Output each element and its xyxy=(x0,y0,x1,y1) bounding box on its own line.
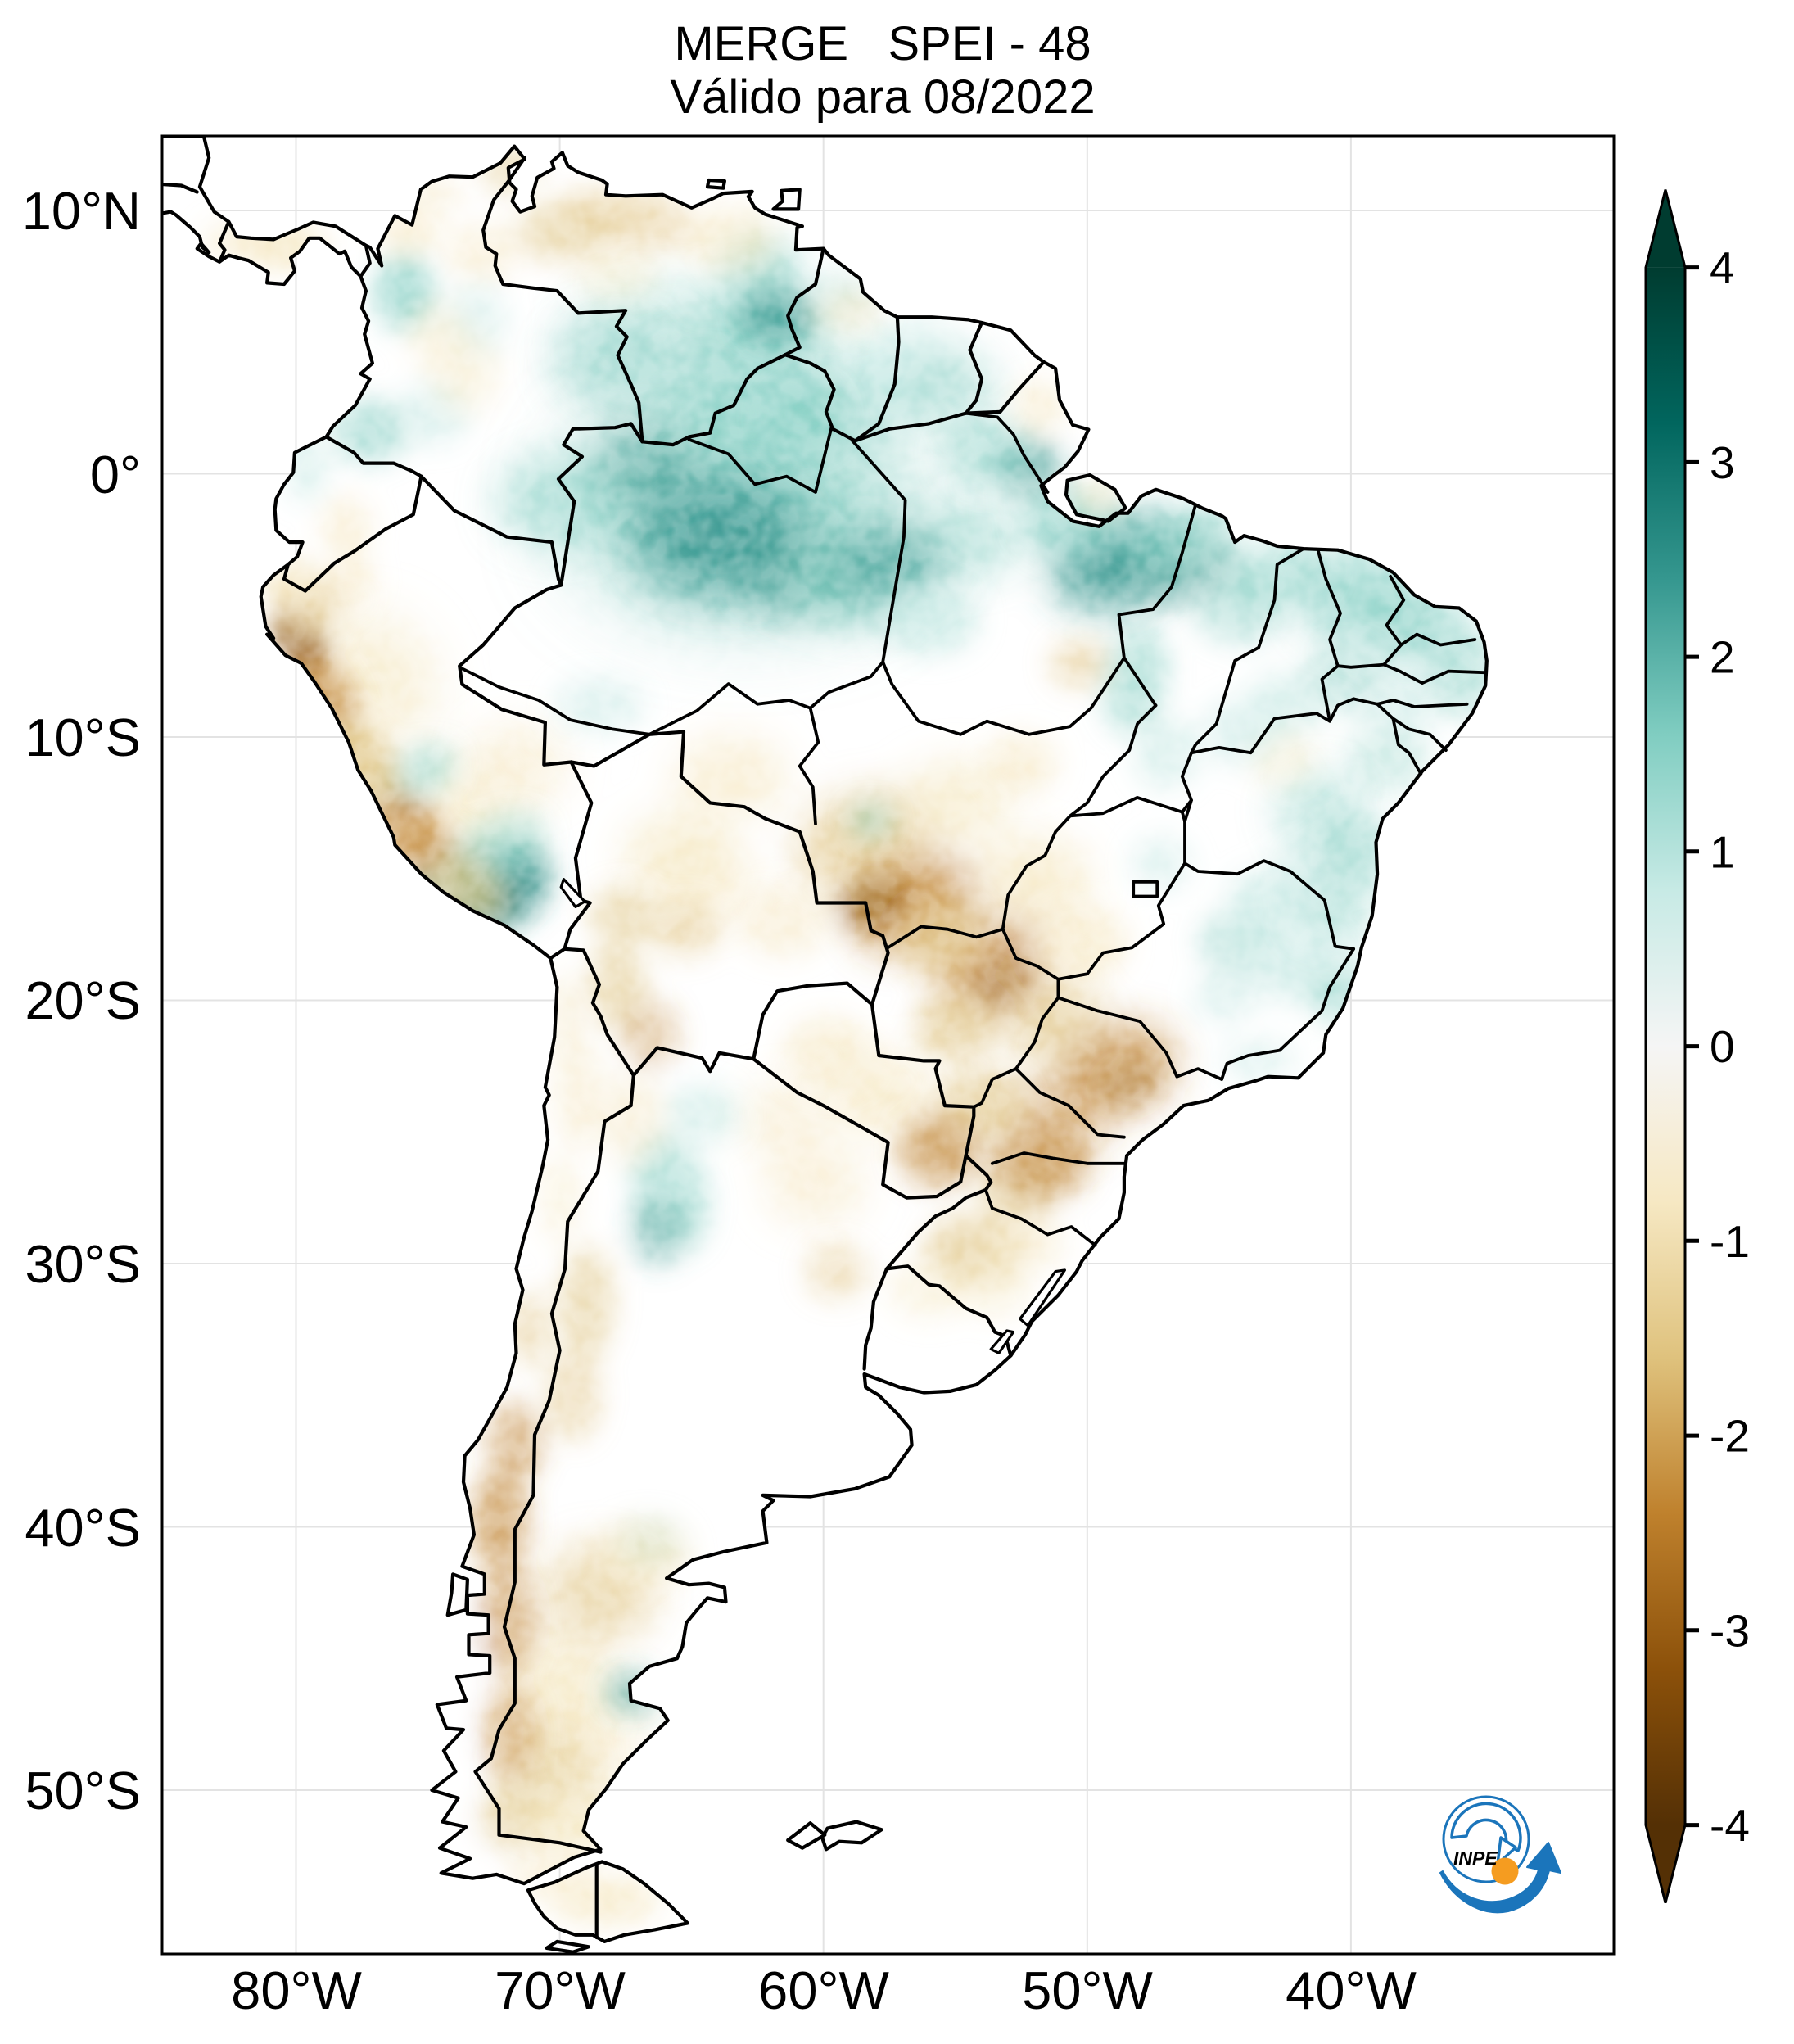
svg-text:3: 3 xyxy=(1710,437,1735,488)
svg-text:0: 0 xyxy=(1710,1021,1735,1072)
svg-text:0°: 0° xyxy=(90,445,141,504)
svg-text:50°S: 50°S xyxy=(25,1761,141,1820)
svg-text:70°W: 70°W xyxy=(495,1960,626,2020)
svg-text:-1: -1 xyxy=(1710,1216,1750,1267)
svg-text:50°W: 50°W xyxy=(1022,1960,1153,2020)
svg-text:1: 1 xyxy=(1710,826,1735,877)
svg-text:-2: -2 xyxy=(1710,1411,1750,1462)
svg-text:10°N: 10°N xyxy=(22,181,141,241)
svg-text:20°S: 20°S xyxy=(25,970,141,1030)
svg-text:Válido para 08/2022: Válido para 08/2022 xyxy=(670,70,1095,124)
svg-text:4: 4 xyxy=(1710,242,1735,293)
svg-text:30°S: 30°S xyxy=(25,1234,141,1294)
svg-text:-3: -3 xyxy=(1710,1605,1750,1656)
svg-text:10°S: 10°S xyxy=(25,708,141,767)
svg-text:-4: -4 xyxy=(1710,1800,1750,1851)
svg-text:40°S: 40°S xyxy=(25,1498,141,1558)
svg-text:MERGE SPEI - 48: MERGE SPEI - 48 xyxy=(674,17,1091,70)
svg-text:INPE: INPE xyxy=(1453,1847,1498,1869)
svg-text:2: 2 xyxy=(1710,632,1735,683)
svg-text:80°W: 80°W xyxy=(231,1960,362,2020)
svg-text:40°W: 40°W xyxy=(1286,1960,1417,2020)
svg-text:60°W: 60°W xyxy=(758,1960,889,2020)
